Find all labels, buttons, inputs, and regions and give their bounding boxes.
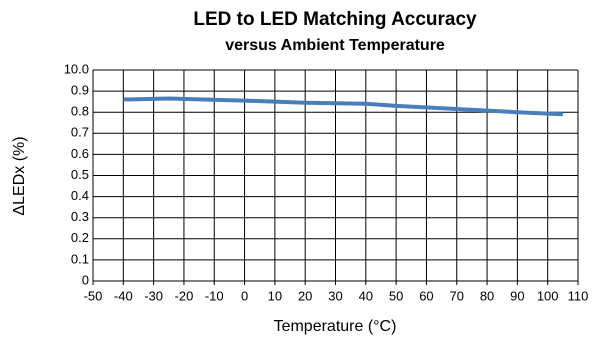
x-tick-label: 80 (480, 288, 494, 303)
chart-title: LED to LED Matching Accuracy (193, 9, 477, 30)
x-tick-label: -20 (175, 288, 194, 303)
y-axis-title: ΔLEDx (%) (11, 136, 28, 215)
y-tick-label: 0.6 (71, 146, 89, 161)
y-tick-label: 0.3 (71, 209, 89, 224)
y-tick-label: 0.7 (71, 125, 89, 140)
x-tick-label: 50 (389, 288, 403, 303)
y-tick-label: 0.8 (71, 104, 89, 119)
x-tick-label: -10 (205, 288, 224, 303)
y-tick-label: 0.1 (71, 251, 89, 266)
x-tick-label: 90 (510, 288, 524, 303)
y-tick-label: 0.9 (71, 83, 89, 98)
x-tick-label: -50 (84, 288, 103, 303)
x-tick-label: 70 (450, 288, 464, 303)
x-tick-label: -30 (144, 288, 163, 303)
y-tick-label: 0.4 (71, 188, 89, 203)
x-tick-label: 0 (241, 288, 248, 303)
y-tick-label: 0 (82, 272, 89, 287)
x-tick-label: -40 (114, 288, 133, 303)
x-tick-label: 100 (537, 288, 559, 303)
y-tick-label: 0.2 (71, 230, 89, 245)
x-tick-label: 110 (568, 288, 589, 303)
x-tick-label: 60 (419, 288, 433, 303)
x-tick-label: 10 (268, 288, 282, 303)
y-tick-label: 0.5 (71, 167, 89, 182)
chart-subtitle: versus Ambient Temperature (225, 37, 445, 54)
data-line (123, 96, 563, 117)
y-tick-label: 10.0 (64, 61, 89, 76)
x-tick-label: 20 (298, 288, 312, 303)
x-tick-label: 40 (359, 288, 373, 303)
x-tick-label: 30 (328, 288, 342, 303)
x-axis-title: Temperature (°C) (274, 318, 397, 335)
